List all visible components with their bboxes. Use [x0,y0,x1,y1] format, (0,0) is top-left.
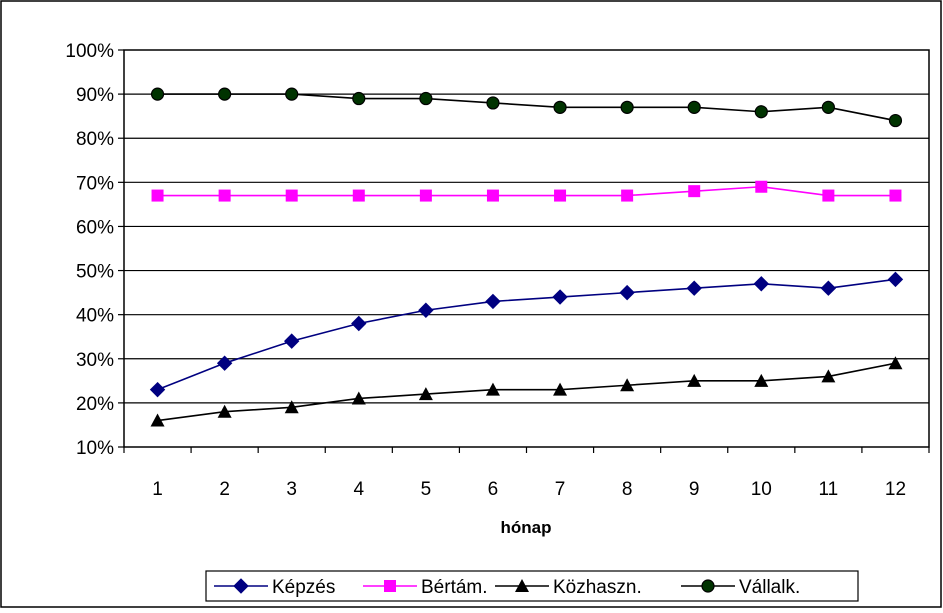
data-point [218,189,231,202]
data-point [888,113,903,128]
data-point [485,382,500,396]
x-tick-label: 10 [751,479,772,500]
data-point [822,189,835,202]
y-tick-label: 40% [76,306,114,327]
x-tick-label: 5 [421,479,432,500]
legend-item: Bértám. [363,577,488,598]
legend-item: Képzés [214,577,335,598]
data-point [687,373,702,387]
data-point [687,100,701,114]
data-point [887,271,904,288]
data-point [351,391,366,405]
series-line [157,278,896,391]
x-tick-label: 9 [689,479,700,500]
data-point [820,280,837,296]
axes: 10%20%30%40%50%60%70%80%90%100%1 2 3 4 5 6 7 8 9… [65,41,930,500]
data-point [352,91,366,106]
legend-label: Vállalk. [739,577,800,598]
y-tick-label: 50% [76,262,114,283]
data-point [284,400,299,414]
series-line [157,93,896,122]
data-point [217,404,232,418]
data-point [285,189,298,202]
data-point [688,185,701,198]
series-4 [150,87,903,128]
data-point [755,180,768,193]
data-point [352,189,365,202]
data-point [553,382,568,396]
x-tick-label: 7 [555,479,566,500]
legend-item: Vállalk. [681,577,800,598]
y-tick-label: 60% [76,217,114,238]
series-3 [150,356,903,427]
series-line [157,362,896,422]
data-point [620,100,634,114]
data-point [151,189,164,202]
data-point [486,96,500,110]
legend-swatch-marker [233,578,249,594]
data-point [485,293,501,310]
data-point [418,387,433,401]
y-tick-label: 80% [76,129,114,150]
legend: Képzés Bértám. Közhaszn. Vállalk. [205,570,859,602]
data-point [419,91,433,106]
data-point [218,87,232,101]
series [149,87,904,427]
legend-label: Bértám. [421,577,488,598]
data-point [419,189,432,202]
series-line [157,185,896,197]
data-point [149,381,166,398]
x-tick-label: 3 [286,479,297,500]
x-tick-label: 12 [885,479,906,500]
legend-items: Képzés Bértám. Közhaszn. Vállalk. [214,577,800,598]
x-tick-label: 1 [152,479,163,500]
data-point [150,87,165,101]
legend-label: Képzés [272,577,335,598]
data-point [150,413,165,427]
data-point [889,189,902,202]
data-point [620,378,635,392]
x-axis-title: hónap [501,518,552,537]
data-point [486,189,499,202]
x-tick-label: 8 [622,479,633,500]
data-point [418,302,434,318]
data-point [821,100,835,114]
data-point [619,284,635,301]
y-tick-label: 10% [76,438,114,459]
legend-swatch-marker [701,579,715,593]
data-point [554,189,567,202]
data-point [552,289,568,305]
y-tick-label: 70% [76,173,114,194]
y-tick-label: 30% [76,350,114,371]
x-tick-label: 11 [819,479,839,500]
data-point [216,355,233,371]
legend-label: Közhaszn. [553,577,642,598]
y-tick-label: 90% [76,85,114,106]
data-point [754,373,769,387]
series-2 [151,180,902,202]
data-point [821,369,836,383]
legend-swatch-marker [384,580,396,592]
legend-swatch-marker [515,579,529,592]
x-tick-label: 4 [354,479,365,500]
data-point [285,87,299,101]
data-point [753,276,769,292]
y-tick-label: 100% [65,41,114,62]
gridlines [124,93,929,404]
data-point [686,280,702,296]
data-point [351,315,367,332]
y-tick-label: 20% [76,394,114,415]
x-tick-label: 2 [219,479,230,500]
legend-item: Közhaszn. [495,577,642,598]
series-1 [149,271,904,398]
data-point [553,100,567,114]
data-point [754,105,768,119]
data-point [888,356,903,370]
data-point [284,333,300,349]
x-tick-label: 6 [488,479,499,500]
data-point [621,189,634,202]
